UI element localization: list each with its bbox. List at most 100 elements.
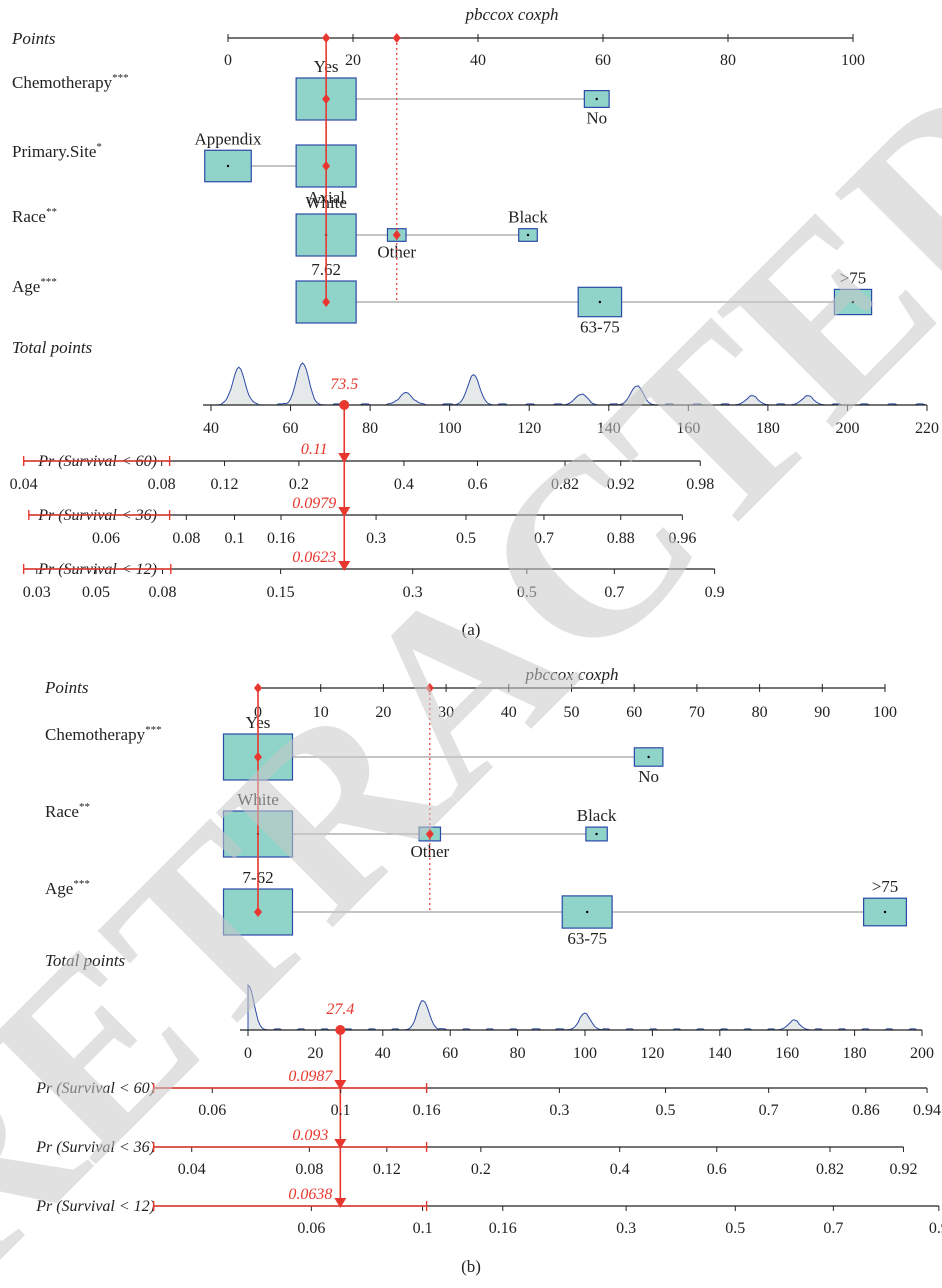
total-points-density [211,362,927,406]
level-label: 63-75 [580,318,620,337]
total-points-tick-label: 40 [375,1045,391,1062]
survival-axis-tick-label: 0.08 [172,530,200,547]
variable-label: Age*** [45,878,90,898]
level-center-dot [595,97,598,101]
significance-stars: ** [79,801,90,813]
survival-axis-tick-label: 0.3 [616,1220,636,1237]
total-points-tick-label: 140 [708,1045,732,1062]
significance-stars: * [96,141,102,153]
survival-axis-tick-label: 0.2 [471,1161,491,1178]
level-label: Appendix [194,129,262,148]
total-points-tick-label: 80 [362,420,378,437]
points-axis-tick-label: 80 [720,52,736,69]
variable-label: Race** [45,801,90,821]
level-center-dot [647,755,650,759]
survival-axis-label: Pr (Survival < 12) [35,1198,155,1215]
significance-stars: *** [112,72,129,84]
level-center-dot [851,300,855,304]
survival-axis-tick-label: 0.16 [413,1102,441,1119]
level-label: >75 [872,877,899,896]
survival-axis-tick-label: 0.98 [686,476,714,493]
total-points-tick-label: 220 [915,420,939,437]
points-guide-marker [392,33,401,43]
survival-axis-tick-label: 0.1 [331,1102,351,1119]
total-points-value-label: 73.5 [330,376,358,393]
total-points-tick-label: 60 [442,1045,458,1062]
nomogram-panel-b: pbccox coxph Points 0 10 20 30 40 50 60 70 80 90 100… [35,665,942,1276]
panel-caption: (b) [461,1257,481,1276]
survival-prediction-label: 0.0979 [292,495,336,512]
points-axis-tick-label: 0 [224,52,232,69]
total-points-tick-label: 80 [510,1045,526,1062]
survival-axis-tick-label: 0.4 [610,1161,630,1178]
survival-axis-tick-label: 0.7 [759,1102,779,1119]
survival-axis-tick-label: 0.1 [413,1220,433,1237]
total-points-tick-label: 200 [910,1045,934,1062]
level-center-dot [883,910,887,914]
total-points-tick-label: 40 [203,420,219,437]
survival-axis-tick-label: 0.92 [889,1161,917,1178]
survival-axis-tick-label: 0.3 [549,1102,569,1119]
significance-stars: ** [46,206,57,218]
survival-axis-tick-label: 0.9 [705,584,725,601]
variable-label: Race** [12,206,57,226]
survival-prediction-label: 0.11 [301,441,328,458]
total-points-tick-label: 180 [756,420,780,437]
survival-axis-tick-label: 0.2 [289,476,309,493]
level-label: Black [508,208,548,227]
points-axis-tick-label: 10 [313,704,329,721]
variable-label: Chemotherapy*** [45,724,162,744]
level-label: No [586,108,607,127]
total-points-tick-label: 200 [835,420,859,437]
total-points-tick-label: 100 [573,1045,597,1062]
survival-axis-tick-label: 0.12 [211,476,239,493]
survival-axis-tick-label: 0.04 [178,1161,206,1178]
survival-axis-tick-label: 0.82 [551,476,579,493]
survival-axis-tick-label: 0.1 [224,530,244,547]
total-points-tick-label: 180 [843,1045,867,1062]
level-label: 63-75 [567,929,607,948]
survival-axis-tick-label: 0.06 [92,530,120,547]
survival-axis-tick-label: 0.88 [607,530,635,547]
variable-label: Chemotherapy*** [12,72,129,92]
total-points-tick-label: 120 [517,420,541,437]
points-axis-tick-label: 40 [470,52,486,69]
level-label: Other [410,842,449,861]
survival-axis-tick-label: 0.6 [468,476,488,493]
survival-axis-tick-label: 0.82 [816,1161,844,1178]
survival-prediction-marker [334,1080,347,1090]
level-center-dot [598,300,602,304]
survival-prediction-label: 0.0987 [288,1068,333,1085]
total-points-label: Total points [12,338,93,357]
survival-axis-tick-label: 0.7 [534,530,554,547]
total-points-tick-label: 20 [307,1045,323,1062]
points-axis-label: Points [11,29,56,48]
total-points-label: Total points [45,951,126,970]
survival-axis-tick-label: 0.3 [366,530,386,547]
survival-axis-tick-label: 0.94 [913,1102,941,1119]
points-guide-marker [425,683,434,693]
survival-prediction-marker [338,507,351,517]
level-label: No [638,767,659,786]
survival-prediction-label: 0.093 [292,1127,328,1144]
points-guide-marker [322,33,331,43]
total-points-tick-label: 60 [283,420,299,437]
survival-axis-tick-label: 0.06 [297,1220,325,1237]
total-points-tick-label: 160 [775,1045,799,1062]
points-axis-tick-label: 100 [841,52,865,69]
survival-axis-tick-label: 0.92 [607,476,635,493]
points-axis-tick-label: 60 [626,704,642,721]
points-axis-tick-label: 50 [564,704,580,721]
level-label: Black [577,806,617,825]
significance-stars: *** [40,276,57,288]
points-axis-tick-label: 100 [873,704,897,721]
points-axis-tick-label: 80 [752,704,768,721]
total-points-tick-label: 140 [597,420,621,437]
level-center-dot [226,164,230,168]
survival-prediction-marker [338,561,351,571]
survival-axis-tick-label: 0.7 [604,584,624,601]
survival-axis-tick-label: 0.04 [10,476,38,493]
survival-axis-tick-label: 0.4 [394,476,414,493]
points-axis-tick-label: 60 [595,52,611,69]
variable-label: Primary.Site* [12,141,102,161]
